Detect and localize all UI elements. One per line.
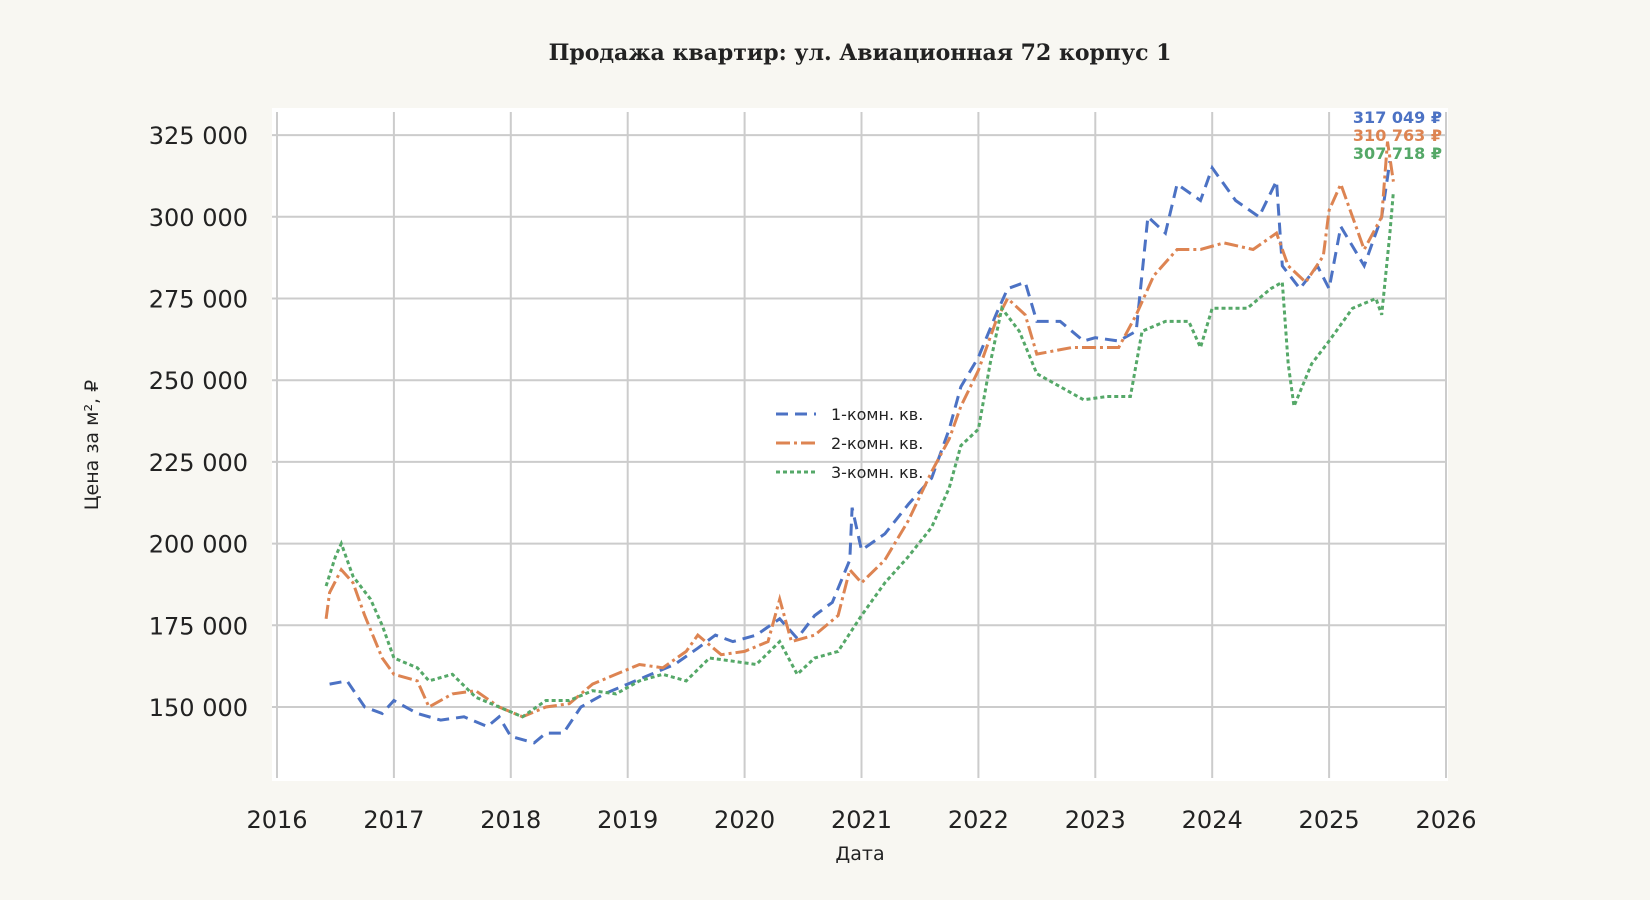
series-line-1 [329, 160, 1392, 745]
y-tick-label: 175 000 [149, 612, 248, 640]
plot-area [272, 108, 1448, 781]
chart-title: Продажа квартир: ул. Авиационная 72 корп… [549, 40, 1172, 66]
x-tick-label: 2023 [1065, 806, 1126, 834]
x-tick-label: 2021 [831, 806, 892, 834]
last-value-label: 310 763 ₽ [1353, 126, 1442, 145]
y-tick-label: 325 000 [149, 122, 248, 150]
legend: 1-комн. кв. 2-комн. кв. 3-комн. кв. [776, 405, 923, 482]
last-value-label: 317 049 ₽ [1353, 108, 1442, 127]
y-tick-label: 200 000 [149, 531, 248, 559]
y-tick-label: 300 000 [149, 204, 248, 232]
series-line-2 [324, 141, 1395, 719]
x-tick-label: 2025 [1299, 806, 1360, 834]
y-tick-label: 225 000 [149, 449, 248, 477]
x-tick-label: 2018 [480, 806, 541, 834]
y-axis-label: Цена за м², ₽ [81, 380, 103, 510]
x-tick-label: 2020 [714, 806, 775, 834]
y-tick-label: 250 000 [149, 367, 248, 395]
x-axis-label: Дата [835, 843, 884, 865]
x-tick-label: 2017 [363, 806, 424, 834]
legend-label: 3-комн. кв. [831, 463, 923, 482]
x-tick-label: 2016 [246, 806, 307, 834]
y-tick-label: 275 000 [149, 286, 248, 314]
legend-label: 1-комн. кв. [831, 405, 923, 424]
x-tick-label: 2024 [1182, 806, 1243, 834]
x-tick-label: 2022 [948, 806, 1009, 834]
series-line-3 [324, 191, 1395, 719]
x-tick-label: 2026 [1415, 806, 1476, 834]
x-tick-label: 2019 [597, 806, 658, 834]
last-value-label: 307 718 ₽ [1353, 144, 1442, 163]
y-tick-label: 150 000 [149, 694, 248, 722]
legend-label: 2-комн. кв. [831, 434, 923, 453]
